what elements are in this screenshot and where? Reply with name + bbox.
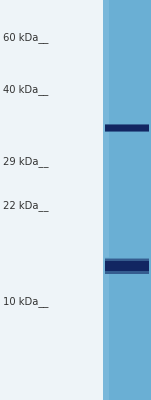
- Text: 22 kDa__: 22 kDa__: [3, 200, 48, 212]
- Bar: [105, 258, 149, 261]
- Text: 10 kDa__: 10 kDa__: [3, 296, 48, 308]
- Bar: [105, 124, 149, 126]
- Text: 29 kDa__: 29 kDa__: [3, 156, 48, 168]
- Bar: [103, 0, 109, 400]
- Text: 60 kDa__: 60 kDa__: [3, 32, 48, 44]
- Bar: [105, 271, 149, 274]
- Bar: [105, 124, 149, 132]
- Bar: [105, 130, 149, 132]
- Bar: [105, 257, 149, 259]
- Bar: [103, 0, 151, 400]
- Bar: [0, 0, 103, 400]
- Bar: [105, 258, 149, 274]
- Text: 40 kDa__: 40 kDa__: [3, 84, 48, 96]
